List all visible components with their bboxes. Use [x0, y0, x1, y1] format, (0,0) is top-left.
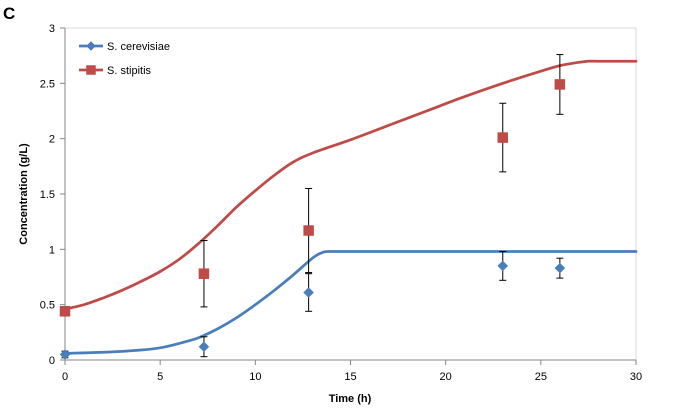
data-point [303, 225, 314, 236]
y-tick-label: 1.5 [40, 189, 55, 201]
fit-line-0 [63, 250, 638, 355]
plot-area [64, 27, 637, 361]
x-tick-label: 5 [157, 371, 163, 383]
data-point [59, 306, 71, 317]
data-point [554, 79, 566, 90]
x-tick-label: 30 [630, 371, 642, 383]
legend-label: S. cerevisiae [107, 41, 170, 53]
data-point [303, 287, 314, 298]
panel-label: C [3, 4, 15, 23]
y-tick-label: 2.5 [40, 78, 55, 90]
y-tick-label: 0 [49, 355, 55, 367]
legend-marker [86, 65, 96, 75]
x-tick-label: 15 [344, 371, 356, 383]
axes: 00.511.522.530 5 10 15 20 25 30 [40, 23, 642, 383]
data-point [497, 132, 509, 143]
data-markers [59, 79, 566, 360]
data-point [198, 341, 210, 353]
fit-line-1 [63, 59, 638, 311]
y-axis-title: Concentration (g/L) [18, 143, 30, 245]
legend-marker [86, 41, 96, 51]
y-tick-label: 2 [49, 134, 55, 146]
y-tick-label: 1 [49, 244, 55, 256]
plot-frame [64, 27, 637, 361]
x-tick-label: 0 [62, 371, 68, 383]
x-tick-label: 20 [440, 371, 452, 383]
x-axis-title: Time (h) [329, 393, 372, 405]
y-tick-label: 3 [49, 23, 55, 35]
data-point [59, 349, 71, 360]
x-tick-label: 25 [535, 371, 547, 383]
fit-lines [63, 59, 638, 355]
data-point [554, 262, 566, 274]
legend-label: S. stipitis [107, 65, 152, 77]
data-point [198, 268, 210, 279]
error-bars [61, 54, 564, 359]
y-tick-label: 0.5 [40, 300, 55, 312]
legend: S. cerevisiae S. stipitis [79, 41, 170, 77]
x-tick-label: 10 [249, 371, 261, 383]
data-point [497, 260, 509, 272]
